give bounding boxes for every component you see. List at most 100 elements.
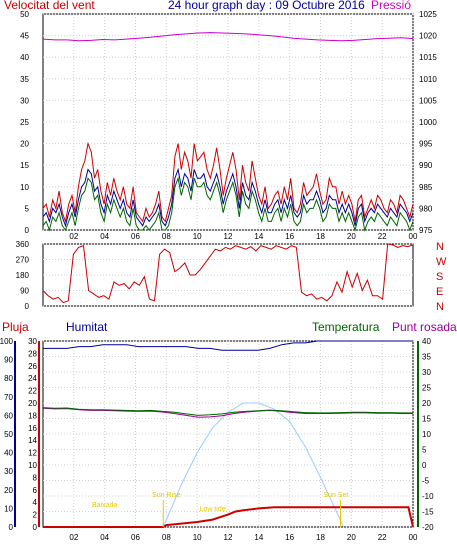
rain-tick-label: 16 — [28, 424, 37, 433]
temp-tick-label: 30 — [422, 368, 431, 377]
wind-tick-label: 5 — [25, 204, 30, 213]
temp-tick-label: 0 — [422, 461, 427, 470]
wind-x-tick-label: 14 — [254, 232, 263, 241]
wind-avg-line — [42, 167, 414, 228]
rain-tick-label: 10 — [28, 461, 37, 470]
pressure-axis-title: Pressió — [371, 0, 412, 12]
compass-label: N — [436, 301, 444, 313]
wind-tick-label: 35 — [20, 75, 29, 84]
compass-label: W — [436, 256, 447, 268]
humidity-tick-label: 50 — [4, 430, 13, 439]
pressure-tick-label: 1015 — [419, 53, 437, 62]
dewpoint-line — [42, 407, 413, 418]
temp-tick-label: 20 — [422, 399, 431, 408]
annotation-label: Sun Set — [323, 492, 348, 499]
temp-x-tick-label: 16 — [285, 533, 294, 542]
temp-x-tick-label: 20 — [347, 533, 356, 542]
humidity-tick-label: 70 — [4, 393, 13, 402]
annotation-label: Baixada — [92, 502, 117, 509]
direction-tick-label: 180 — [16, 271, 30, 280]
rain-tick-label: 0 — [33, 523, 38, 532]
wind-x-tick-label: 12 — [224, 232, 233, 241]
wind-x-tick-label: 08 — [162, 232, 171, 241]
wind-x-tick-label: 20 — [347, 232, 356, 241]
humidity-tick-label: 20 — [4, 486, 13, 495]
wind-tick-label: 50 — [20, 10, 29, 19]
humidity-tick-label: 80 — [4, 374, 13, 383]
temp-x-tick-label: 04 — [100, 533, 109, 542]
wind-gust-line — [42, 141, 414, 224]
rain-line — [43, 506, 414, 528]
pressure-tick-label: 1000 — [419, 118, 437, 127]
pressure-tick-label: 1010 — [419, 75, 437, 84]
wind-x-tick-label: 06 — [131, 232, 140, 241]
temp-tick-label: -15 — [422, 508, 434, 517]
solar-curve — [162, 402, 345, 528]
temp-tick-label: -20 — [422, 523, 434, 532]
pressure-tick-label: 1020 — [419, 32, 437, 41]
rain-tick-label: 24 — [28, 374, 37, 383]
temperature-line — [42, 407, 413, 416]
rain-tick-label: 18 — [28, 411, 37, 420]
rain-tick-label: 6 — [33, 486, 38, 495]
compass-label: E — [436, 286, 443, 298]
wind-tick-label: 40 — [20, 53, 29, 62]
temp-tick-label: 40 — [422, 337, 431, 346]
wind-tick-label: 25 — [20, 118, 29, 127]
temp-x-tick-label: 12 — [224, 533, 233, 542]
wind-speed-axis-title: Velocitat del vent — [4, 0, 95, 12]
humidity-tick-label: 0 — [9, 523, 14, 532]
wind-tick-label: 45 — [20, 32, 29, 41]
direction-tick-label: 90 — [20, 287, 29, 296]
compass-label: S — [436, 271, 443, 283]
direction-tick-label: 360 — [16, 240, 30, 249]
wind-x-tick-label: 16 — [285, 232, 294, 241]
wind-tick-label: 0 — [25, 226, 30, 235]
rain-tick-label: 14 — [28, 436, 37, 445]
pressure-tick-label: 990 — [419, 161, 433, 170]
temp-tick-label: -5 — [422, 477, 430, 486]
humidity-tick-label: 60 — [4, 411, 13, 420]
pressure-tick-label: 975 — [419, 226, 433, 235]
rain-tick-label: 4 — [33, 498, 38, 507]
rain-tick-label: 8 — [33, 473, 38, 482]
wind-x-tick-label: 10 — [193, 232, 202, 241]
pressure-tick-label: 1005 — [419, 96, 437, 105]
temp-x-tick-label: 06 — [131, 533, 140, 542]
temp-tick-label: 10 — [422, 430, 431, 439]
wind-x-tick-label: 22 — [378, 232, 387, 241]
rain-tick-label: 12 — [28, 449, 37, 458]
wind-x-tick-label: 18 — [316, 232, 325, 241]
direction-tick-label: 0 — [25, 302, 30, 311]
rain-tick-label: 26 — [28, 362, 37, 371]
rain-tick-label: 2 — [33, 511, 38, 520]
wind-low-line — [42, 176, 414, 232]
direction-tick-label: 270 — [16, 256, 30, 265]
rain-tick-label: 20 — [28, 399, 37, 408]
pressure-tick-label: 985 — [419, 183, 433, 192]
temp-x-tick-label: 18 — [316, 533, 325, 542]
wind-tick-label: 10 — [20, 183, 29, 192]
humidity-tick-label: 100 — [0, 337, 14, 346]
temp-tick-label: 25 — [422, 384, 431, 393]
direction-line — [42, 243, 414, 304]
wind-x-tick-label: 04 — [100, 232, 109, 241]
temp-x-tick-label: 08 — [162, 533, 171, 542]
humidity-tick-label: 30 — [4, 467, 13, 476]
compass-label: N — [436, 241, 444, 253]
temp-x-tick-label: 00 — [409, 533, 418, 542]
temp-tick-label: 5 — [422, 446, 427, 455]
temp-tick-label: 15 — [422, 415, 431, 424]
wind-tick-label: 20 — [20, 140, 29, 149]
rain-tick-label: 30 — [28, 337, 37, 346]
humidity-tick-label: 90 — [4, 356, 13, 365]
rain-tick-label: 28 — [28, 349, 37, 358]
pressure-tick-label: 995 — [419, 140, 433, 149]
pressure-line — [42, 32, 414, 42]
pressure-tick-label: 1025 — [419, 10, 437, 19]
temperature-axis-title: Temperatura — [312, 320, 380, 334]
wind-tick-label: 30 — [20, 96, 29, 105]
pressure-tick-label: 980 — [419, 204, 433, 213]
wind-x-tick-label: 00 — [409, 232, 418, 241]
